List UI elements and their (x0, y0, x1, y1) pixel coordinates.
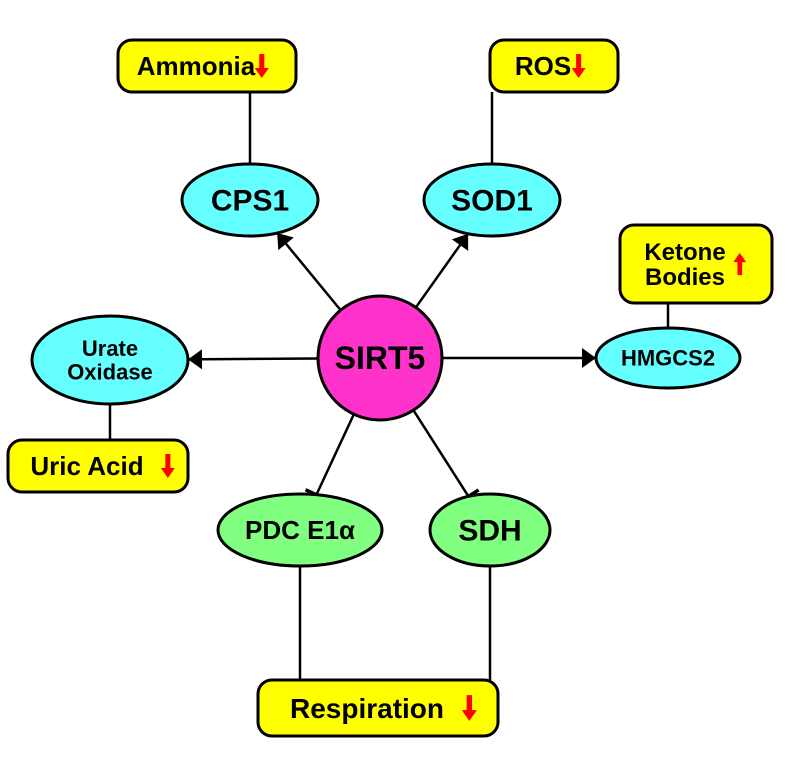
label-hmgcs2: HMGCS2 (621, 346, 715, 371)
edge-activate (188, 358, 318, 359)
label-ammonia: Ammonia (137, 51, 256, 81)
label-ketone: KetoneBodies (644, 239, 725, 291)
label-pdce1a: PDC E1α (245, 515, 355, 545)
label-ros: ROS (515, 51, 571, 81)
label-uricacid: Uric Acid (30, 451, 143, 481)
sirt5-diagram: CPS1SOD1UrateOxidaseHMGCS2PDC E1αSDHSIRT… (0, 0, 792, 761)
label-cps1: CPS1 (211, 185, 289, 218)
label-respiration: Respiration (290, 693, 444, 724)
label-sirt5: SIRT5 (335, 340, 426, 376)
label-sod1: SOD1 (451, 185, 533, 218)
label-sdh: SDH (458, 515, 521, 548)
